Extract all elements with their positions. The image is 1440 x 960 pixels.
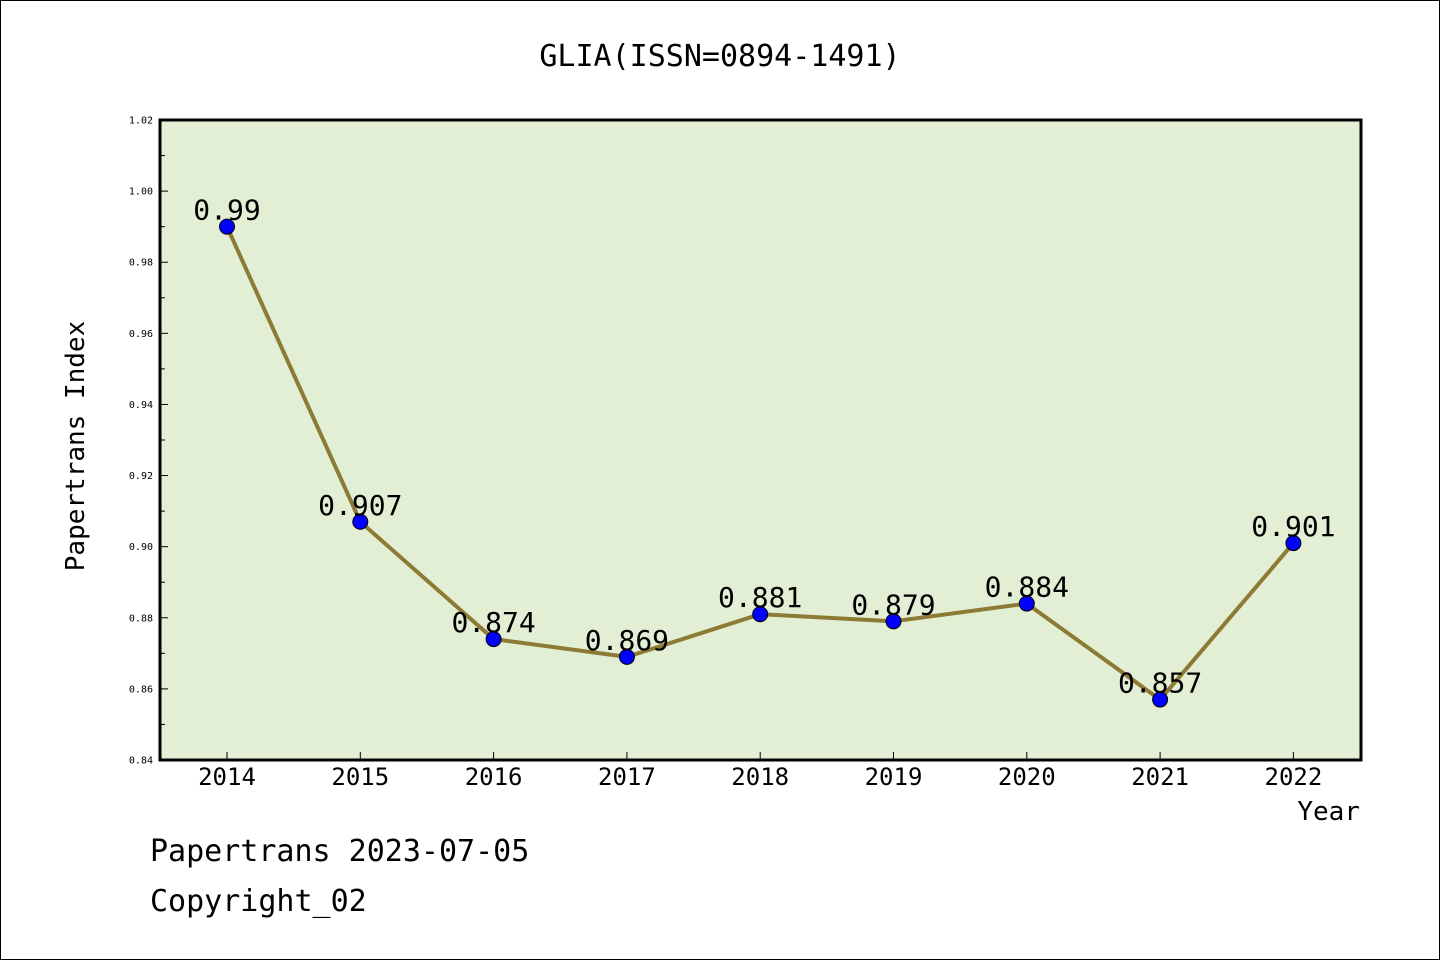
x-axis-tick-labels: 2014 2015 2016 2017 2018 2019 2020 2021 2022 (198, 763, 1322, 791)
y-tick-label: 1.02 (129, 116, 153, 127)
data-labels: 0.99 0.907 0.874 0.869 0.881 0.879 0.884 0.857 0… (193, 194, 1335, 700)
y-tick-label: 0.92 (129, 471, 153, 482)
plot-area (158, 118, 1363, 762)
y-tick-label: 0.90 (129, 542, 153, 553)
chart-title: GLIA(ISSN=0894-1491) (539, 39, 900, 74)
footer-date-text: Papertrans 2023-07-05 (150, 834, 530, 869)
x-tick-label: 2019 (865, 763, 923, 791)
x-tick-label: 2015 (331, 763, 389, 791)
data-point-marker (1285, 535, 1302, 552)
data-point-marker (1018, 595, 1035, 612)
data-point-marker (485, 631, 502, 648)
data-label: 0.907 (318, 489, 402, 522)
y-axis-tick-labels: 0.84 0.86 0.88 0.90 0.92 0.94 0.96 0.98 1.00 1.02 (129, 116, 153, 767)
x-tick-label: 2016 (465, 763, 523, 791)
data-label: 0.881 (718, 581, 802, 614)
x-tick-label: 2022 (1265, 763, 1323, 791)
x-tick-label: 2017 (598, 763, 656, 791)
data-label: 0.99 (193, 194, 260, 227)
y-tick-label: 0.84 (129, 756, 153, 767)
data-label: 0.857 (1118, 667, 1202, 700)
data-label: 0.884 (985, 571, 1069, 604)
data-label: 0.879 (851, 588, 935, 621)
footer-copyright-text: Copyright_02 (150, 884, 367, 919)
y-tick-label: 0.86 (129, 684, 153, 695)
data-label: 0.869 (585, 624, 669, 657)
data-point-marker (618, 648, 635, 665)
y-tick-label: 0.98 (129, 258, 153, 269)
data-point-marker (352, 513, 369, 530)
x-tick-label: 2021 (1131, 763, 1189, 791)
y-tick-label: 1.00 (129, 187, 153, 198)
x-axis-ticks (226, 752, 1294, 760)
data-label: 0.901 (1251, 510, 1335, 543)
x-axis-label: Year (1297, 797, 1360, 827)
x-tick-label: 2020 (998, 763, 1056, 791)
data-point-marker (885, 613, 902, 630)
x-tick-label: 2018 (731, 763, 789, 791)
data-point-marker (752, 606, 769, 623)
y-axis-ticks (160, 119, 168, 761)
data-markers (219, 218, 1302, 708)
data-point-marker (1152, 691, 1169, 708)
y-tick-label: 0.88 (129, 613, 153, 624)
y-tick-label: 0.94 (129, 400, 153, 411)
y-tick-label: 0.96 (129, 329, 153, 340)
y-axis-label: Papertrans Index (61, 321, 91, 571)
data-point-marker (219, 218, 235, 235)
x-tick-label: 2014 (198, 763, 256, 791)
data-label: 0.874 (451, 606, 535, 639)
